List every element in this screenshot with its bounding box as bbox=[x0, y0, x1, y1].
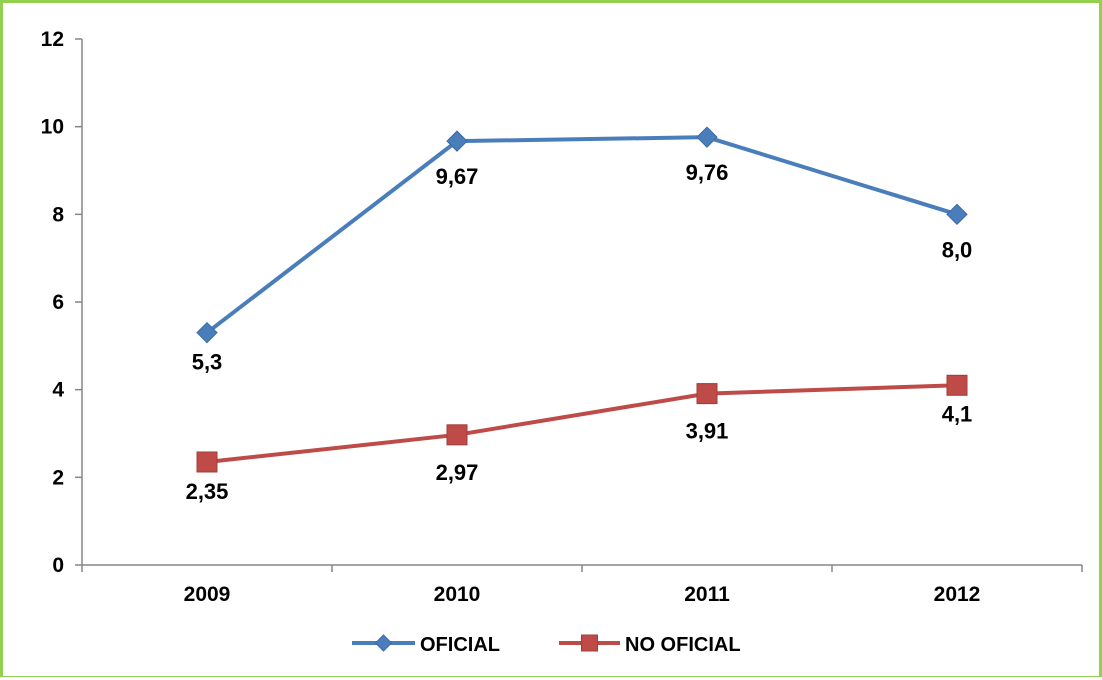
legend: OFICIAL NO OFICIAL bbox=[352, 634, 741, 656]
data-label: 4,1 bbox=[942, 401, 973, 426]
legend-entry: OFICIAL bbox=[352, 634, 500, 656]
data-label: 2,35 bbox=[186, 479, 229, 504]
data-point bbox=[696, 383, 718, 405]
data-point bbox=[446, 130, 468, 152]
y-tick-label: 4 bbox=[52, 379, 64, 402]
series-layer: 5,3 9,67 9,76 8,0 2,35 2,97 3,91 4,1 bbox=[186, 126, 973, 504]
x-tick-label: 2011 bbox=[684, 583, 730, 606]
y-tick-label: 6 bbox=[52, 291, 64, 314]
series-no-oficial: 2,35 2,97 3,91 4,1 bbox=[186, 374, 973, 504]
y-tick-label: 8 bbox=[52, 203, 64, 226]
x-tick-label: 2009 bbox=[184, 583, 231, 606]
legend-label: NO OFICIAL bbox=[625, 634, 741, 656]
legend-marker bbox=[374, 634, 393, 652]
y-tick-label: 12 bbox=[41, 28, 64, 51]
data-point bbox=[696, 126, 718, 148]
series-line bbox=[205, 135, 958, 335]
y-tick-label: 0 bbox=[52, 554, 64, 577]
legend-marker bbox=[581, 634, 598, 652]
y-tick-label: 10 bbox=[41, 116, 64, 139]
data-point bbox=[946, 374, 968, 396]
series-line bbox=[206, 383, 958, 464]
data-point bbox=[446, 424, 468, 446]
data-label: 5,3 bbox=[192, 350, 223, 375]
data-label: 9,67 bbox=[436, 164, 479, 189]
data-point bbox=[196, 451, 218, 473]
line-chart: 0 2 4 6 8 10 12 2009 2010 2011 2012 5,3 9,67 9,76 8,0… bbox=[41, 28, 1083, 656]
data-point bbox=[196, 321, 218, 344]
data-label: 2,97 bbox=[436, 460, 479, 485]
data-label: 8,0 bbox=[942, 237, 973, 262]
series-oficial: 5,3 9,67 9,76 8,0 bbox=[192, 126, 973, 375]
x-tick-label: 2012 bbox=[934, 583, 981, 606]
legend-label: OFICIAL bbox=[420, 634, 500, 656]
data-point bbox=[946, 203, 968, 226]
legend-entry: NO OFICIAL bbox=[559, 634, 741, 656]
x-tick-label: 2010 bbox=[434, 583, 481, 606]
data-label: 3,91 bbox=[686, 419, 729, 444]
data-label: 9,76 bbox=[686, 160, 729, 185]
axes: 0 2 4 6 8 10 12 2009 2010 2011 2012 bbox=[41, 28, 1083, 606]
y-tick-label: 2 bbox=[52, 466, 64, 489]
